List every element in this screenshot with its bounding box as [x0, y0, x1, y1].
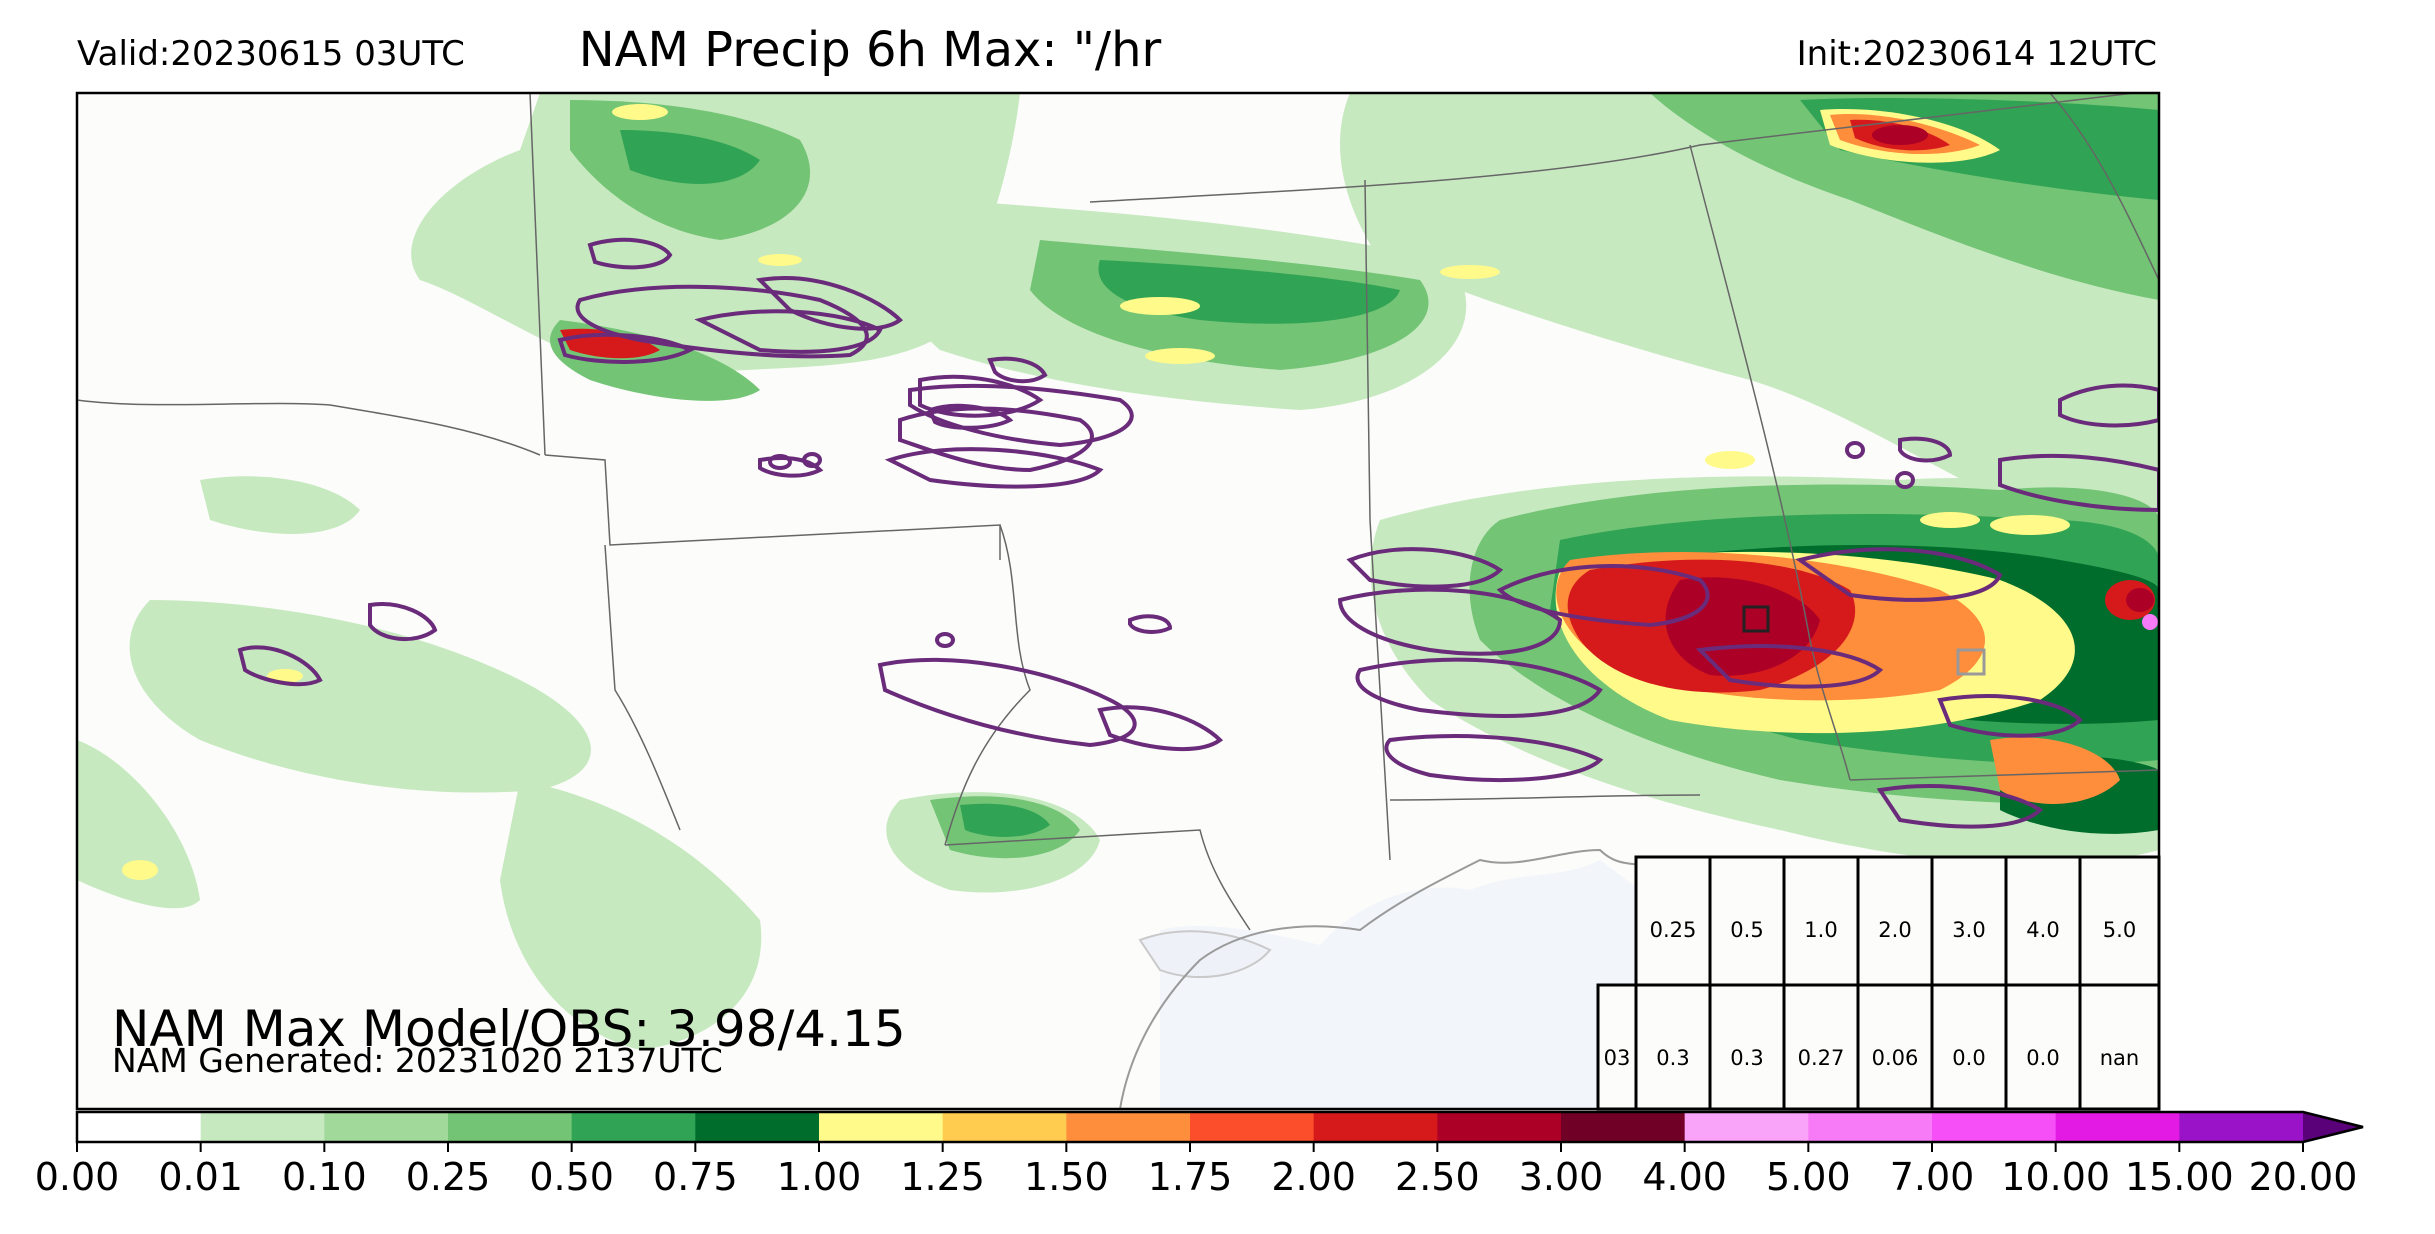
- colorbar-swatch: [1313, 1112, 1438, 1142]
- table-value-label: 0.3: [1656, 1046, 1689, 1070]
- table-value-label: nan: [2100, 1046, 2140, 1070]
- colorbar-tick-label: 3.00: [1519, 1155, 1604, 1199]
- init-time-label: Init:20230614 12UTC: [1796, 34, 2157, 74]
- colorbar-tick-label: 0.10: [282, 1155, 367, 1199]
- table-value-label: 0.27: [1798, 1046, 1845, 1070]
- colorbar-tick-label: 1.00: [777, 1155, 862, 1199]
- colorbar-swatch: [1808, 1112, 1933, 1142]
- colorbar-swatch: [1684, 1112, 1809, 1142]
- precip-pink-spot: [2142, 614, 2158, 630]
- table-cell: [1930, 983, 2008, 1111]
- colorbar-swatch: [1437, 1112, 1562, 1142]
- colorbar-tick-label: 0.75: [653, 1155, 738, 1199]
- valid-time-label: Valid:20230615 03UTC: [77, 34, 465, 74]
- colorbar-swatch: [2179, 1112, 2304, 1142]
- colorbar-tick-label: 1.25: [900, 1155, 985, 1199]
- colorbar-swatch: [819, 1112, 944, 1142]
- precip-yellow-specks: [267, 104, 1980, 683]
- table-threshold-label: 1.0: [1804, 918, 1837, 942]
- table-threshold-label: 0.25: [1650, 918, 1697, 942]
- colorbar-tick-label: 2.50: [1395, 1155, 1480, 1199]
- colorbar-tick-label: 5.00: [1766, 1155, 1851, 1199]
- colorbar-swatches: [75, 1110, 2364, 1144]
- colorbar-swatch: [1932, 1112, 2057, 1142]
- station-marker-light: [1956, 648, 1986, 676]
- colorbar-swatch: [571, 1112, 696, 1142]
- colorbar-tick-label: 10.00: [2001, 1155, 2110, 1199]
- colorbar-tick-label: 2.00: [1271, 1155, 1356, 1199]
- chart-title: NAM Precip 6h Max: "/hr: [578, 22, 1162, 78]
- table-threshold-label: 2.0: [1878, 918, 1911, 942]
- colorbar-tick-label: 20.00: [2249, 1155, 2358, 1199]
- bay-water: [1138, 930, 1272, 979]
- table-threshold-label: 4.0: [2026, 918, 2059, 942]
- table-cell: [1708, 855, 1786, 987]
- state-borders: [77, 93, 2159, 931]
- table-cell: [1782, 983, 1860, 1111]
- colorbar-swatch: [77, 1112, 202, 1142]
- station-marker-dark: [1742, 605, 1770, 633]
- colorbar-tick-label: 0.01: [158, 1155, 243, 1199]
- table-threshold-label: 5.0: [2103, 918, 2136, 942]
- colorbar-tick-label: 0.50: [529, 1155, 614, 1199]
- colorbar-tick-label: 0.25: [406, 1155, 491, 1199]
- colorbar-tick-label: 1.75: [1148, 1155, 1233, 1199]
- colorbar-outline: [75, 1110, 2364, 1144]
- table-value-label: 0.3: [1730, 1046, 1763, 1070]
- colorbar-swatch: [1561, 1112, 1686, 1142]
- table-value-label: 0.06: [1872, 1046, 1919, 1070]
- colorbar-tick-label: 4.00: [1642, 1155, 1727, 1199]
- colorbar-swatch: [200, 1112, 325, 1142]
- table-value-label: 0.0: [1952, 1046, 1985, 1070]
- colorbar-swatch: [2055, 1112, 2180, 1142]
- table-cell: [1708, 983, 1786, 1111]
- colorbar-swatch: [1066, 1112, 1191, 1142]
- table-threshold-label: 3.0: [1952, 918, 1985, 942]
- max-model-obs-label: NAM Max Model/OBS: 3.98/4.15: [112, 1000, 906, 1058]
- coastline: [1119, 848, 1661, 1109]
- colorbar-ticks: 0.00 0.01 0.10 0.25 0.50 0.75 1.00 1.25 1.50 1.75…: [35, 1142, 2358, 1199]
- colorbar-swatch: [942, 1112, 1067, 1142]
- table-value-label: 03: [1604, 1046, 1631, 1070]
- colorbar-extend-arrow: [2303, 1112, 2363, 1142]
- colorbar-tick-label: 15.00: [2125, 1155, 2234, 1199]
- table-threshold-label: 0.5: [1730, 918, 1763, 942]
- colorbar-tick-label: 7.00: [1890, 1155, 1975, 1199]
- colorbar-tick-label: 1.50: [1024, 1155, 1109, 1199]
- colorbar-swatch: [448, 1112, 573, 1142]
- colorbar-swatch: [324, 1112, 449, 1142]
- map-frame: [75, 91, 2161, 1111]
- colorbar-swatch: [1190, 1112, 1315, 1142]
- colorbar-tick-label: 0.00: [35, 1155, 120, 1199]
- table-cell: [2078, 983, 2161, 1111]
- generated-time-label: NAM Generated: 20231020 2137UTC: [112, 1041, 723, 1080]
- table-cell: [1634, 983, 1712, 1111]
- table-value-label: 0.0: [2026, 1046, 2059, 1070]
- colorbar-swatch: [695, 1112, 820, 1142]
